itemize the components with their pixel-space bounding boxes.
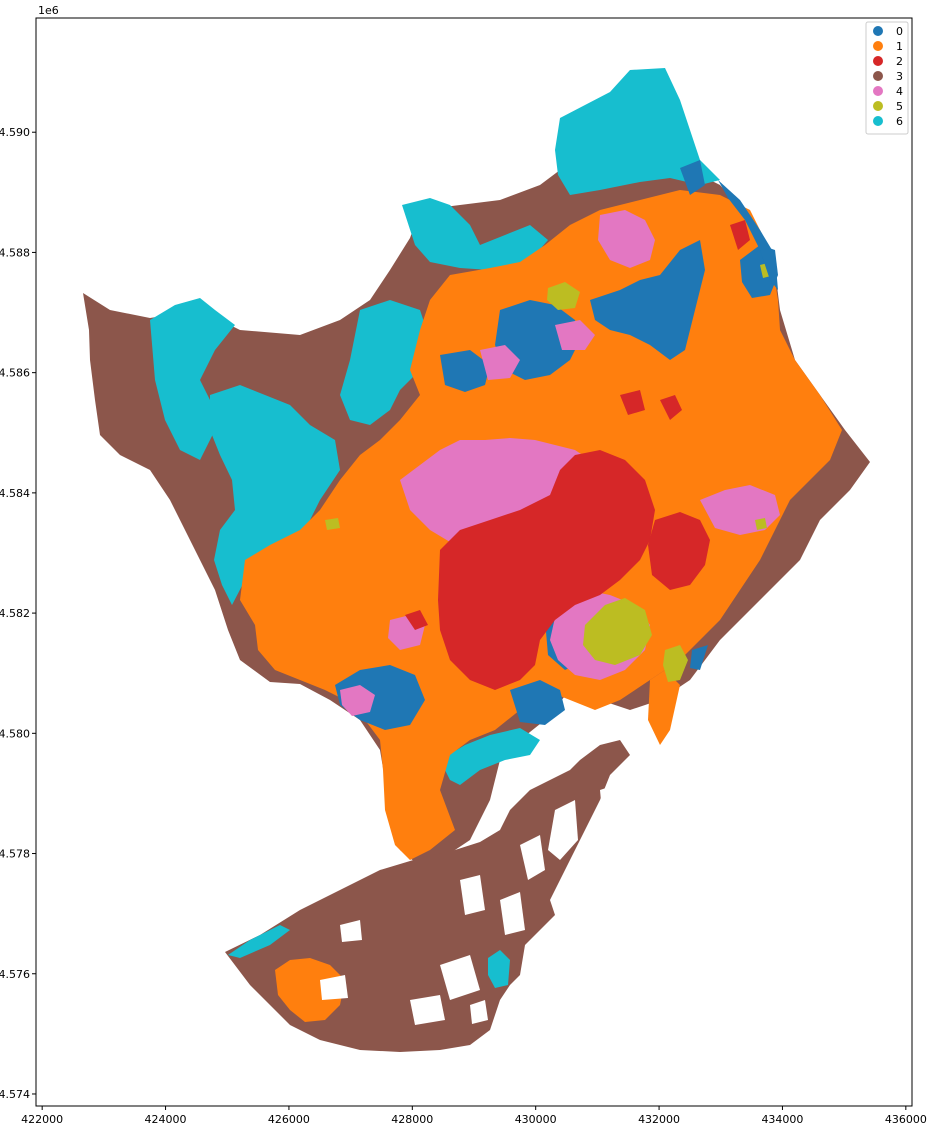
legend-label: 5 bbox=[896, 100, 903, 113]
port-docks bbox=[320, 786, 612, 1025]
region-cluster-5 bbox=[325, 262, 775, 682]
y-tick-label: 4.582 bbox=[0, 607, 30, 620]
legend-marker bbox=[873, 101, 883, 111]
x-tick-label: 426000 bbox=[268, 1113, 310, 1126]
legend-marker bbox=[873, 26, 883, 36]
y-tick-label: 4.584 bbox=[0, 487, 30, 500]
x-tick-label: 422000 bbox=[21, 1113, 63, 1126]
y-tick-label: 4.590 bbox=[0, 126, 30, 139]
y-tick-label: 4.578 bbox=[0, 848, 30, 861]
port-sliver-cluster-0 bbox=[690, 645, 708, 670]
legend-marker bbox=[873, 41, 883, 51]
legend-marker bbox=[873, 86, 883, 96]
y-tick-label: 4.580 bbox=[0, 727, 30, 740]
x-tick-label: 428000 bbox=[391, 1113, 433, 1126]
legend-label: 3 bbox=[896, 70, 903, 83]
legend-marker bbox=[873, 71, 883, 81]
legend-marker bbox=[873, 116, 883, 126]
y-tick-label: 4.586 bbox=[0, 367, 30, 380]
x-tick-label: 430000 bbox=[515, 1113, 557, 1126]
y-tick-label: 4.588 bbox=[0, 246, 30, 259]
map-regions bbox=[83, 68, 870, 1052]
coastal-sliver-cluster-0 bbox=[718, 180, 778, 290]
x-tick-label: 432000 bbox=[638, 1113, 680, 1126]
x-tick-label: 436000 bbox=[885, 1113, 927, 1126]
y-axis: 4.574 4.576 4.578 4.580 4.582 4.584 4.586 4.588… bbox=[0, 126, 36, 1101]
y-tick-label: 4.576 bbox=[0, 968, 30, 981]
legend-label: 6 bbox=[896, 115, 903, 128]
region-cluster-2 bbox=[405, 220, 750, 690]
legend-marker bbox=[873, 56, 883, 66]
axes-frame bbox=[35, 17, 913, 1107]
legend-label: 1 bbox=[896, 40, 903, 53]
legend: 0 1 2 3 4 5 6 bbox=[865, 21, 909, 135]
y-tick-label: 4.574 bbox=[0, 1088, 30, 1101]
x-tick-label: 434000 bbox=[761, 1113, 803, 1126]
legend-label: 4 bbox=[896, 85, 903, 98]
x-tick-label: 424000 bbox=[145, 1113, 187, 1126]
y-offset-label: 1e6 bbox=[38, 4, 59, 17]
x-axis: 422000 424000 426000 428000 430000 432000 4340… bbox=[21, 1106, 927, 1126]
legend-label: 0 bbox=[896, 25, 903, 38]
legend-label: 2 bbox=[896, 55, 903, 68]
